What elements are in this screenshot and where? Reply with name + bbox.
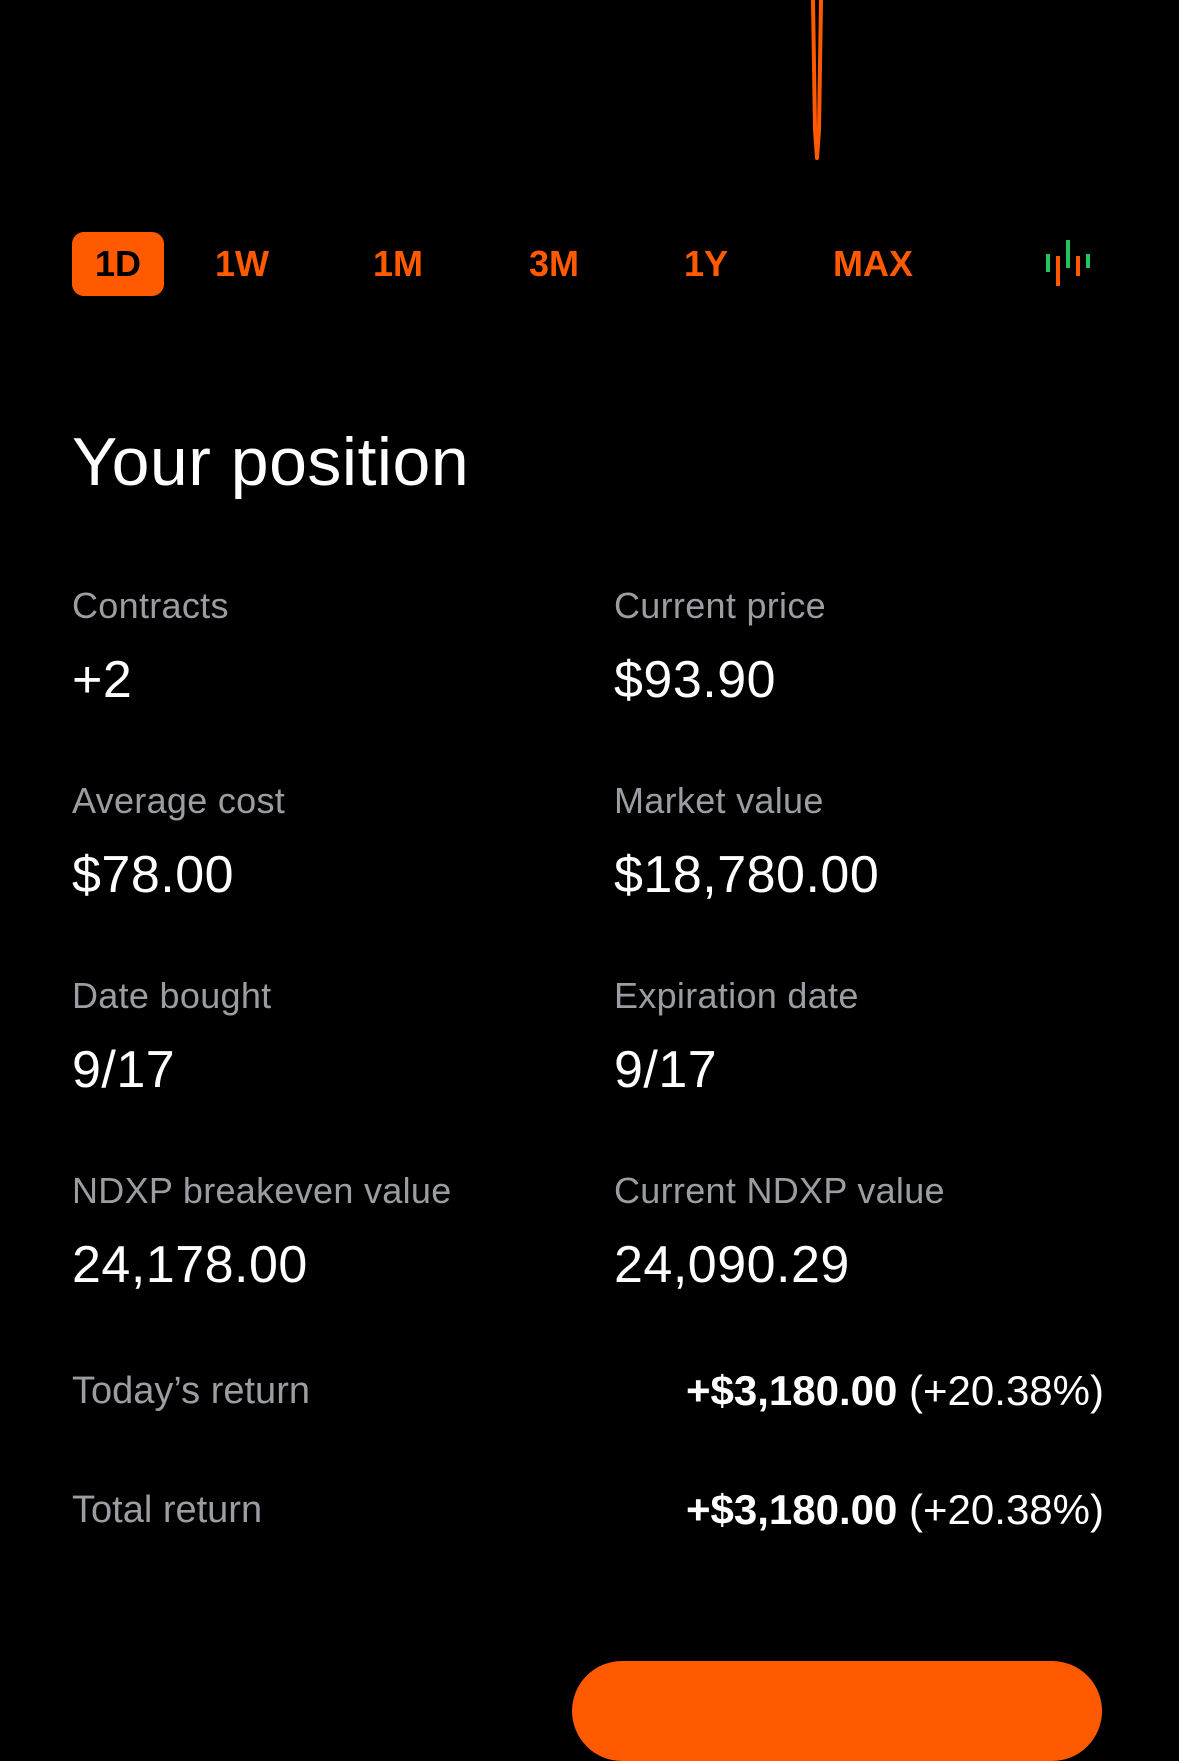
stat-label: Date bought (72, 975, 272, 1016)
candlestick-chart-icon[interactable] (1044, 238, 1096, 290)
stat-expiration-date: Expiration date 9/17 (614, 975, 1114, 1099)
price-chart[interactable] (0, 0, 1179, 200)
total-return-percent: (+20.38%) (909, 1486, 1104, 1533)
stat-value: 9/17 (72, 1041, 176, 1099)
stat-label: Current price (614, 585, 826, 626)
stat-value: $18,780.00 (614, 846, 880, 904)
stat-market-value: Market value $18,780.00 (614, 780, 1114, 904)
range-tab-3m[interactable]: 3M (528, 243, 579, 284)
todays-return-label: Today’s return (72, 1370, 310, 1412)
stat-current-ndxp-value: Current NDXP value 24,090.29 (614, 1170, 1114, 1294)
stat-value: 24,178.00 (72, 1236, 308, 1294)
stat-label: Current NDXP value (614, 1170, 945, 1211)
stat-label: Market value (614, 780, 824, 821)
total-return-value: +$3,180.00 (+20.38%) (686, 1485, 1104, 1535)
total-return-row: Total return +$3,180.00 (+20.38%) (72, 1485, 1104, 1535)
price-line (811, 0, 823, 160)
range-tab-1d[interactable]: 1D (72, 232, 164, 296)
total-return-amount: +$3,180.00 (686, 1486, 898, 1533)
range-tab-1y[interactable]: 1Y (683, 243, 729, 284)
stat-date-bought: Date bought 9/17 (72, 975, 572, 1099)
trade-button[interactable] (572, 1661, 1102, 1761)
todays-return-amount: +$3,180.00 (686, 1367, 898, 1414)
stat-current-price: Current price $93.90 (614, 585, 1114, 709)
stat-average-cost: Average cost $78.00 (72, 780, 572, 904)
todays-return-row: Today’s return +$3,180.00 (+20.38%) (72, 1366, 1104, 1416)
stat-value: $93.90 (614, 651, 777, 709)
stat-value: $78.00 (72, 846, 235, 904)
total-return-label: Total return (72, 1489, 263, 1531)
stat-label: NDXP breakeven value (72, 1170, 452, 1211)
range-selector: 1D 1W 1M 3M 1Y MAX (72, 232, 1112, 296)
range-tab-1w[interactable]: 1W (215, 243, 269, 284)
stat-contracts: Contracts +2 (72, 585, 572, 709)
stat-label: Contracts (72, 585, 229, 626)
stat-breakeven-value: NDXP breakeven value 24,178.00 (72, 1170, 572, 1294)
stat-value: 9/17 (614, 1041, 718, 1099)
section-title: Your position (72, 424, 470, 500)
range-tab-max[interactable]: MAX (833, 243, 913, 284)
stat-value: 24,090.29 (614, 1236, 850, 1294)
todays-return-value: +$3,180.00 (+20.38%) (686, 1366, 1104, 1416)
stat-value: +2 (72, 651, 133, 709)
todays-return-percent: (+20.38%) (909, 1367, 1104, 1414)
range-tab-1m[interactable]: 1M (372, 243, 423, 284)
stat-label: Expiration date (614, 975, 859, 1016)
stat-label: Average cost (72, 780, 286, 821)
